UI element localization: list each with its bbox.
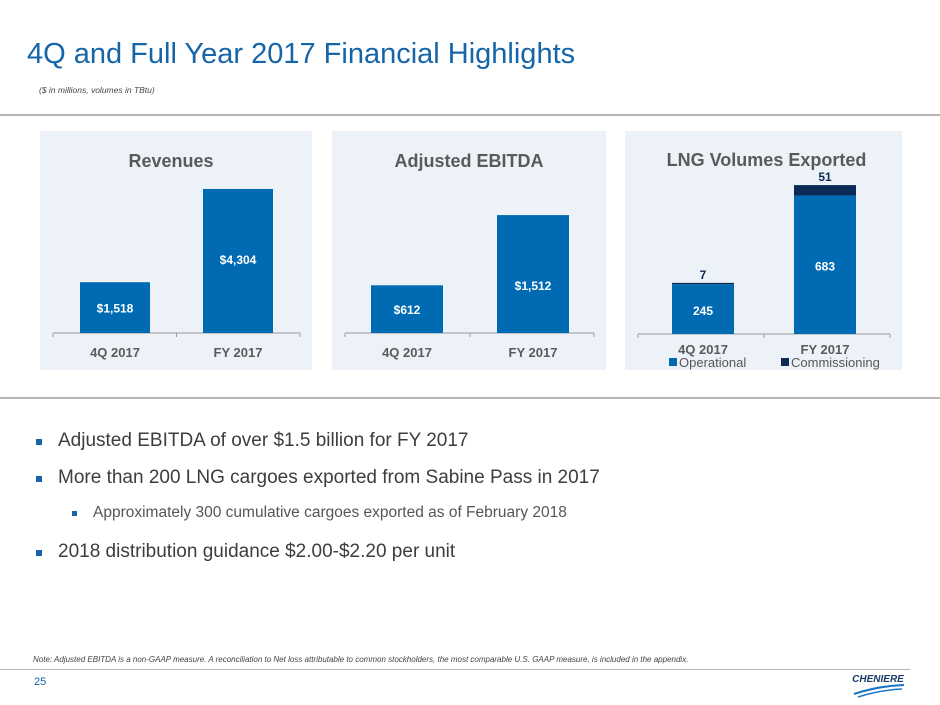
lng-chart: LNG Volumes Exported 4Q 2017 245 7 FY 2017 68… [637,150,891,370]
data-label: $612 [394,303,421,317]
ebitda-chart: Adjusted EBITDA 4Q 2017 $612 FY 2017 $1,512 [344,151,595,360]
revenues-chart: Revenues 4Q 2017 $1,518 FY 2017 $4,304 [52,151,301,360]
bar [203,188,273,333]
chart-title: Adjusted EBITDA [394,151,543,171]
data-label: 51 [818,170,832,184]
bullet-item: Adjusted EBITDA of over $1.5 billion for… [36,430,600,452]
x-tick-label: FY 2017 [214,345,263,360]
bar [497,215,569,333]
bar-commissioning [672,282,734,285]
x-tick-label: 4Q 2017 [678,342,728,357]
data-label: 245 [693,304,713,318]
slide-title: 4Q and Full Year 2017 Financial Highligh… [27,38,576,70]
page-number: 25 [34,676,47,688]
bar [371,285,443,333]
legend-swatch [781,358,789,366]
top-divider [0,114,940,116]
data-label: 683 [815,259,835,273]
data-label: $4,304 [220,253,257,267]
x-tick-label: 4Q 2017 [382,345,432,360]
revenues-chart-panel: Revenues 4Q 2017 $1,518 FY 2017 $4,304 [40,131,312,370]
legend-swatch [669,358,677,366]
sub-bullet-item: Approximately 300 cumulative cargoes exp… [36,504,600,522]
svg-text:CHENIERE: CHENIERE [852,674,904,685]
legend-label: Commissioning [791,355,880,370]
x-tick-label: FY 2017 [509,345,558,360]
bar-operational [672,284,734,334]
chart-title: LNG Volumes Exported [667,150,867,170]
bar-commissioning [794,185,856,196]
legend-label: Operational [679,355,746,370]
cheniere-logo: CHENIERE [852,674,904,698]
units-subtitle: ($ in millions, volumes in TBtu) [39,85,155,95]
x-tick-label: 4Q 2017 [90,345,140,360]
mid-divider [0,397,940,399]
bullet-item: 2018 distribution guidance $2.00-$2.20 p… [36,541,600,563]
lng-chart-panel: LNG Volumes Exported 4Q 2017 245 7 FY 2017 68… [625,131,902,370]
bullet-item: More than 200 LNG cargoes exported from … [36,467,600,489]
footer-divider [0,669,910,670]
data-label: $1,518 [97,302,134,316]
x-tick-label: FY 2017 [801,342,850,357]
bar [80,282,150,333]
chart-title: Revenues [128,151,213,171]
data-label: $1,512 [515,279,552,293]
data-label: 7 [700,268,707,282]
ebitda-chart-panel: Adjusted EBITDA 4Q 2017 $612 FY 2017 $1,512 [332,131,606,370]
bar-operational [794,195,856,334]
bullet-list: Adjusted EBITDA of over $1.5 billion for… [36,430,600,578]
footnote: Note: Adjusted EBITDA is a non-GAAP meas… [33,655,689,664]
